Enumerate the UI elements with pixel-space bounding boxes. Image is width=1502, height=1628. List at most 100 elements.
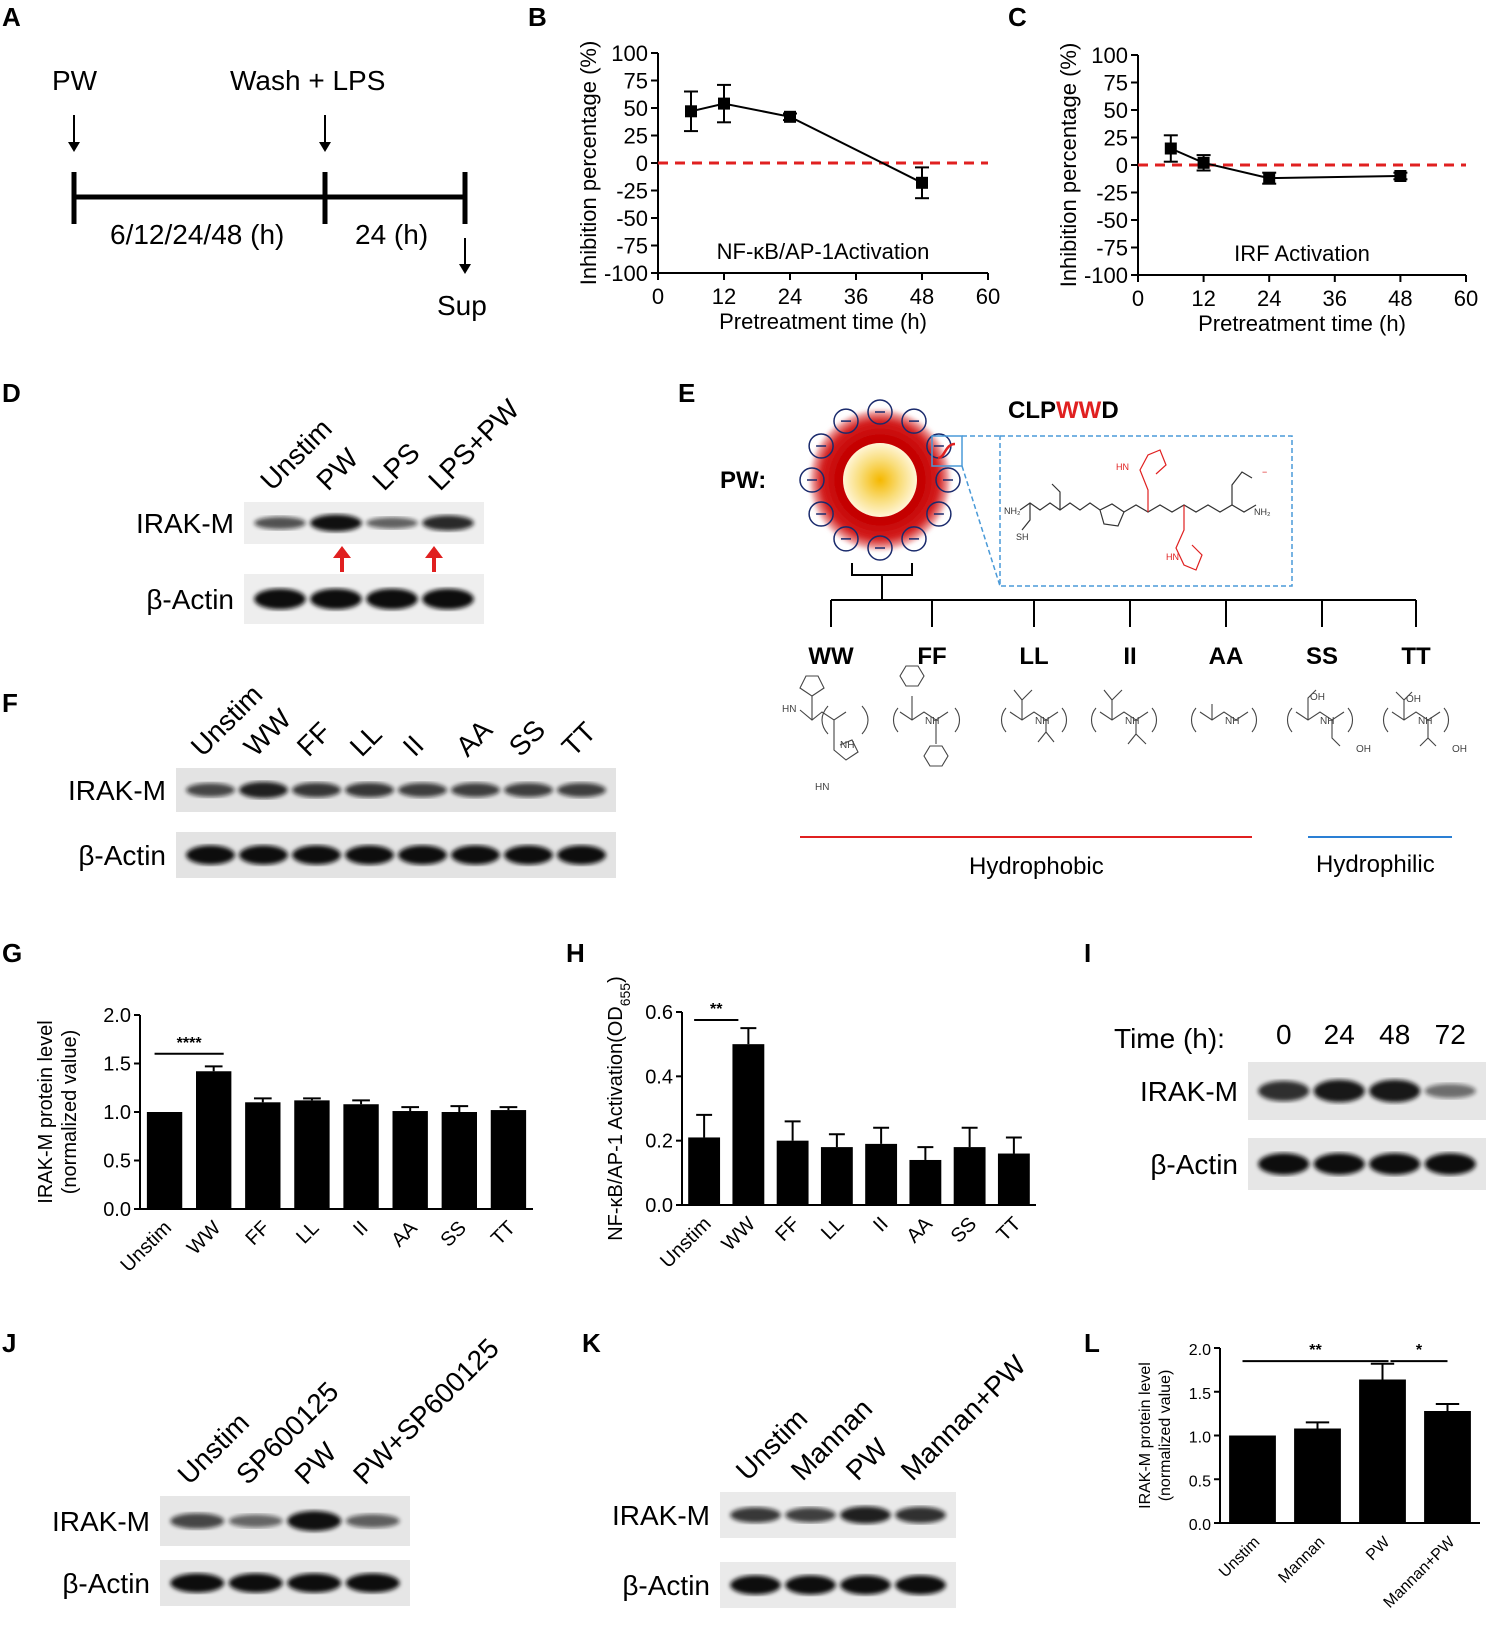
x-tick-label: 60 (976, 284, 1000, 309)
irak-m-band (170, 1513, 225, 1529)
beta-actin-band (785, 1575, 836, 1595)
negative-charge-icon (867, 399, 893, 425)
panel-label-f: F (2, 688, 18, 718)
lane-label: 48 (1379, 1019, 1410, 1050)
bar-chart-h: 0.0 0.2 0.4 0.6 Unstim WW FF LL II AA SS TT NF-κB/AP… (605, 976, 1036, 1273)
y-tick-label: 75 (624, 69, 648, 94)
beta-actin-band (292, 845, 341, 865)
bar (343, 1104, 379, 1209)
y-tick-label: -75 (1096, 236, 1128, 261)
lane-label: TT (556, 716, 602, 762)
category-label: Unstim (1216, 1534, 1263, 1581)
significance-marker: **** (177, 1035, 203, 1052)
red-arrow-lpspw-icon (425, 546, 443, 572)
beta-actin-band (254, 588, 306, 610)
beta-actin-band (422, 588, 474, 610)
variant-atom-labels: HN NH HN NH NH NH NH OH NH OH OH NH OH (782, 692, 1467, 793)
category-label: LL (292, 1217, 323, 1248)
row-label-beta-actin: β-Actin (1150, 1149, 1238, 1180)
svg-text:HN: HN (782, 704, 796, 715)
pw-structure-label: PW: (720, 467, 766, 494)
bar (688, 1137, 721, 1205)
irak-m-band (1313, 1079, 1365, 1103)
category-label: TT (487, 1217, 520, 1250)
beta-actin-band (1313, 1153, 1365, 1175)
bar (732, 1044, 765, 1205)
negative-charge-icon (935, 467, 961, 493)
beta-actin-band (228, 1573, 283, 1593)
lane-label: 72 (1435, 1019, 1466, 1050)
svg-text:NH₂: NH₂ (1254, 507, 1271, 517)
chart-title: NF-κB/AP-1Activation (717, 239, 930, 264)
beta-actin-band (504, 845, 553, 865)
y-tick-label: 0 (1116, 153, 1128, 178)
y-axis-label: NF-κB/AP-1 Activation(OD655) (605, 976, 633, 1241)
variant-label: SS (1306, 643, 1338, 670)
bar (490, 1110, 527, 1209)
row-label-beta-actin: β-Actin (622, 1570, 710, 1601)
irak-m-band (504, 782, 553, 798)
y-tick-label: 0.5 (1189, 1473, 1211, 1490)
irak-m-band (1369, 1079, 1421, 1103)
pw-label: PW (52, 65, 98, 96)
y-axis-label: Inhibition percentage (%) (1056, 43, 1081, 288)
y-tick-label: 1.5 (1189, 1386, 1211, 1403)
beta-actin-band (730, 1575, 781, 1595)
category-label: AA (902, 1213, 937, 1248)
bar (146, 1112, 183, 1209)
arrow-sup-icon (459, 238, 471, 274)
red-arrow-pw-icon (333, 546, 351, 572)
y-axis-label: IRAK-M protein level (1137, 1362, 1154, 1509)
y-tick-label: 0.0 (1189, 1517, 1211, 1534)
y-tick-label: 50 (624, 96, 648, 121)
row-label-irak-m: IRAK-M (68, 775, 166, 806)
bar (865, 1143, 898, 1205)
y-tick-label: -50 (616, 206, 648, 231)
svg-text:NH₂: NH₂ (1004, 506, 1021, 516)
irak-m-band (840, 1506, 891, 1524)
x-tick-label: 24 (778, 284, 802, 309)
category-label: Unstim (656, 1213, 716, 1273)
y-tick-label: 75 (1104, 71, 1128, 96)
x-tick-label: 48 (1388, 286, 1412, 311)
row-label-irak-m: IRAK-M (52, 1506, 150, 1537)
bar (776, 1140, 809, 1205)
negative-charge-icon (867, 535, 893, 561)
y-axis-label-subscript: 655 (617, 983, 633, 1007)
svg-text:NH: NH (1125, 716, 1139, 727)
nanoparticle-icon (799, 399, 963, 561)
panel-label-d: D (2, 378, 21, 408)
y-tick-label: 0.4 (645, 1066, 673, 1088)
lane-label: Mannan+PW (895, 1349, 1032, 1486)
svg-text:NH: NH (1418, 716, 1432, 727)
panel-label-k: K (582, 1328, 601, 1358)
bar (1294, 1428, 1341, 1523)
western-blot-i: IRAK-M β-Actin 0 24 48 72 Time (h): (1114, 1019, 1486, 1190)
beta-actin-band (186, 845, 235, 865)
bar (392, 1111, 428, 1209)
svg-text:HN: HN (1166, 552, 1179, 562)
lane-label: 24 (1324, 1019, 1355, 1050)
irak-m-band (451, 782, 500, 798)
panel-label-a: A (2, 2, 21, 32)
irak-m-band (292, 782, 341, 798)
negative-charge-icon (901, 408, 927, 434)
y-axis-label-units: (normalized value) (1157, 1370, 1174, 1502)
arrow-wash-icon (319, 115, 331, 152)
timeline-duration-1: 6/12/24/48 (h) (110, 219, 284, 250)
lane-label: LPS+PW (422, 393, 525, 496)
panel-label-e: E (678, 378, 695, 408)
y-tick-label: 1.0 (103, 1102, 131, 1124)
bar (1424, 1411, 1471, 1523)
y-tick-label: 50 (1104, 98, 1128, 123)
row-label-beta-actin: β-Actin (146, 584, 234, 615)
y-tick-label: 0.5 (103, 1151, 131, 1173)
y-tick-label: 1.5 (103, 1054, 131, 1076)
row-label-irak-m: IRAK-M (1140, 1076, 1238, 1107)
beta-actin-band (287, 1573, 342, 1593)
y-tick-label: 25 (624, 124, 648, 149)
y-tick-label: 1.0 (1189, 1430, 1211, 1447)
